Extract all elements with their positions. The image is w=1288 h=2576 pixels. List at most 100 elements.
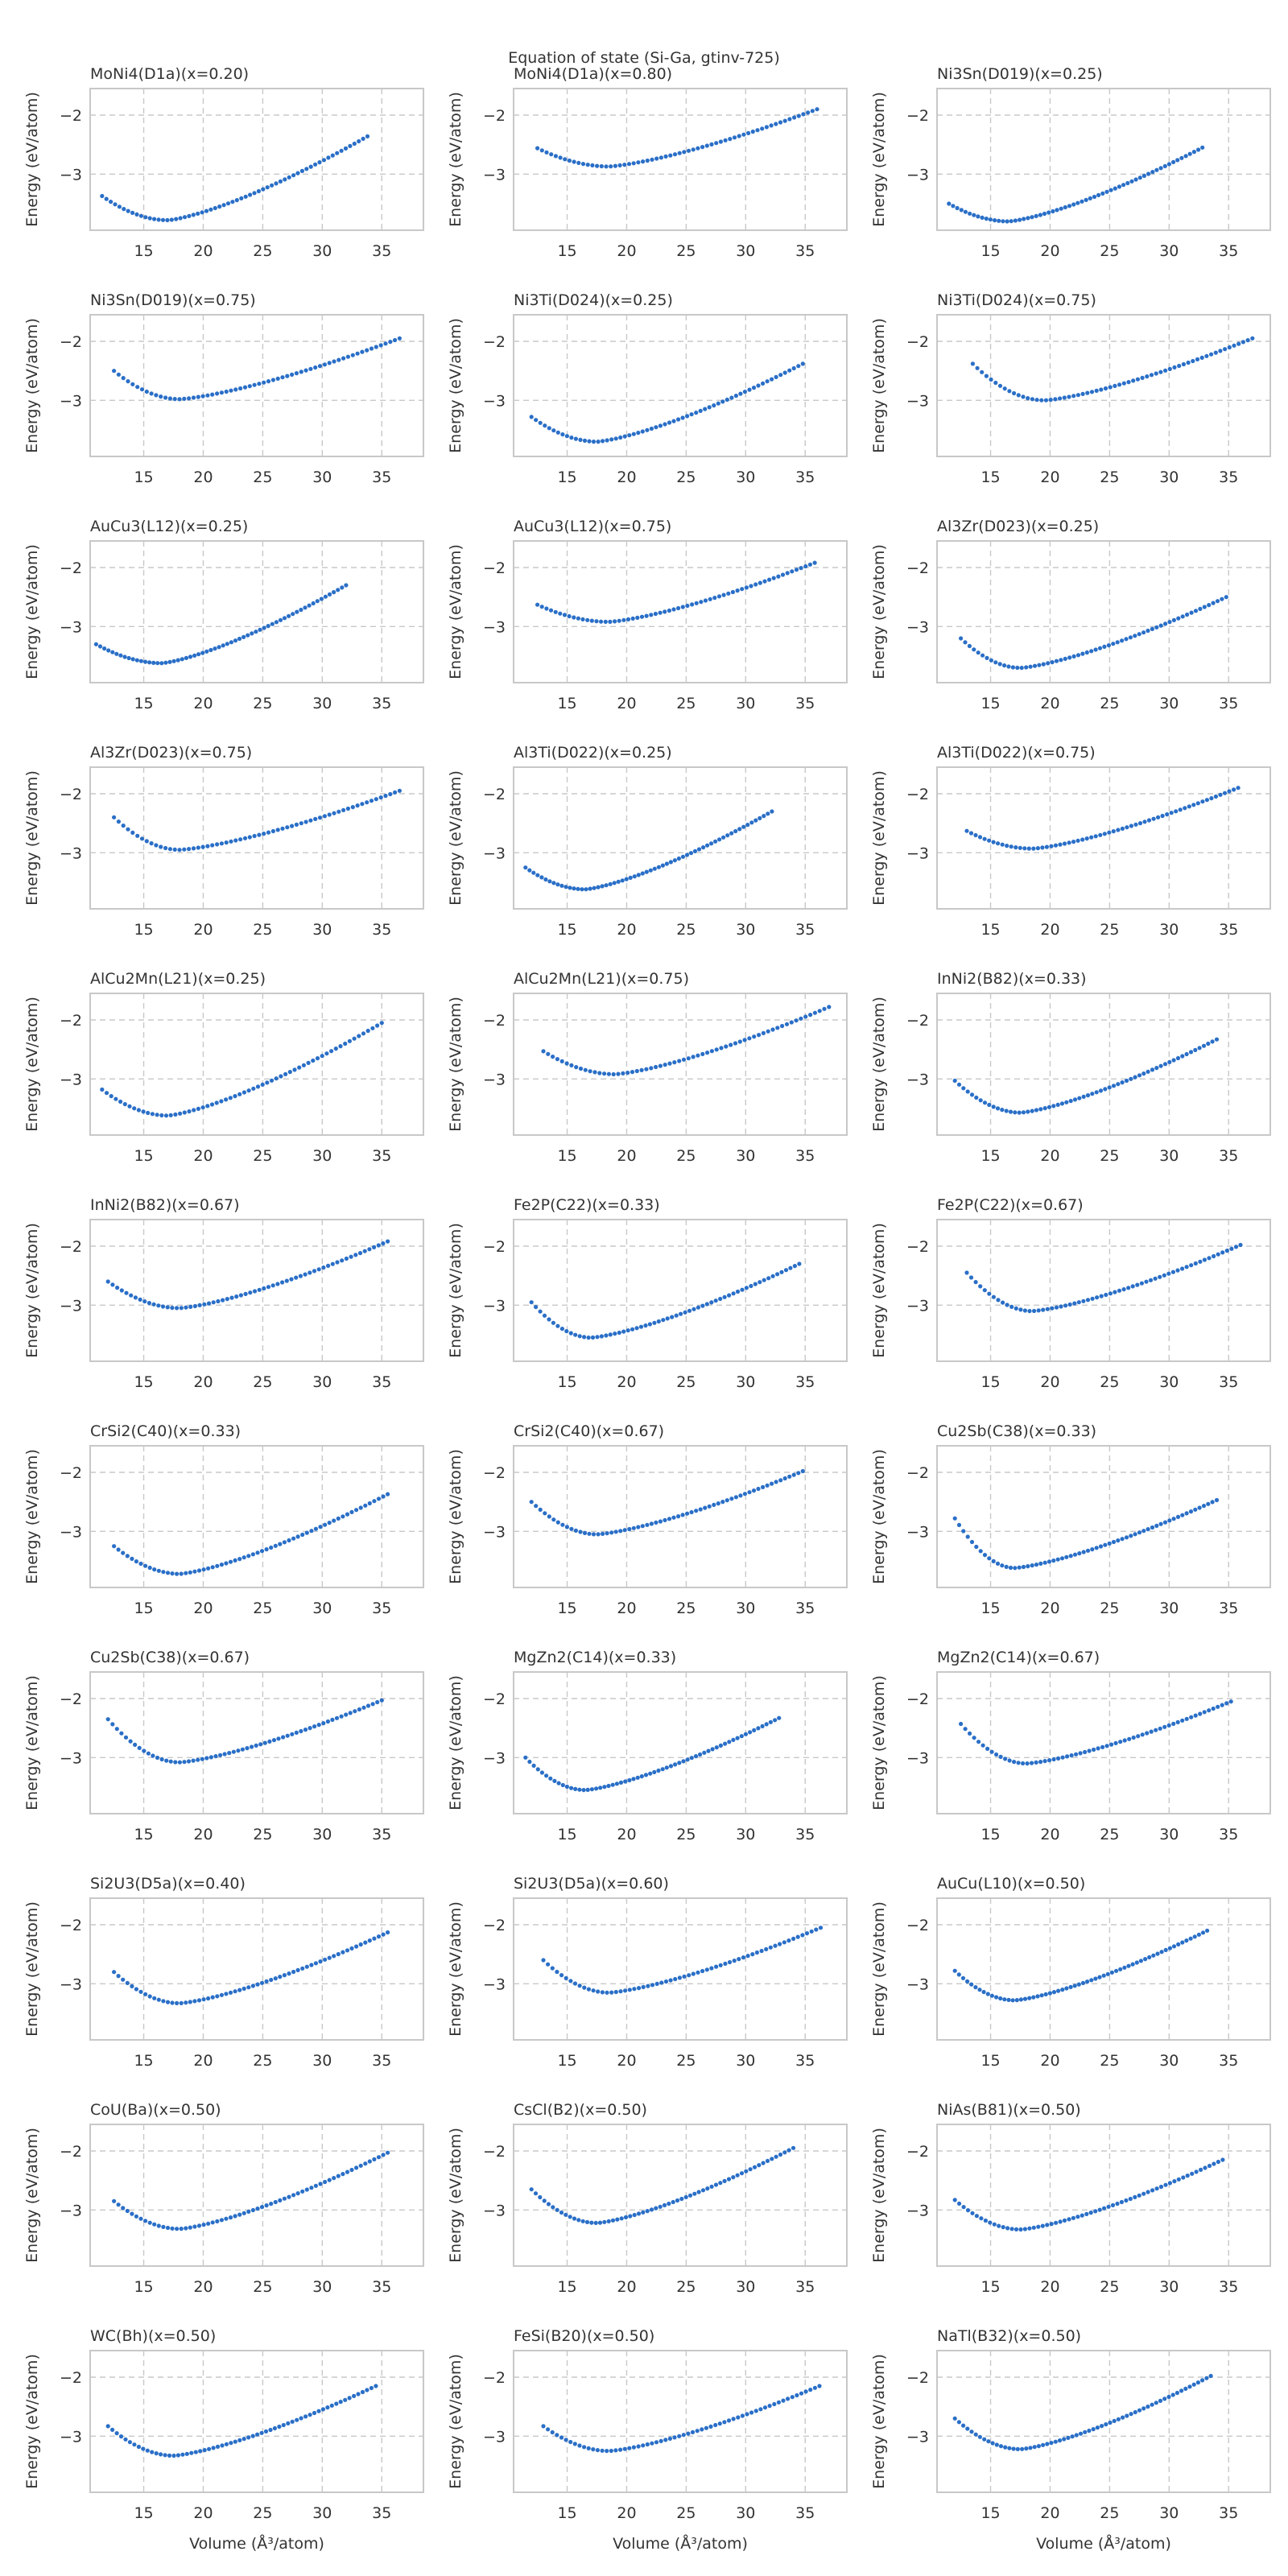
subplot: Ni3Ti(D024)(x=0.25)15 20 25 30 35−2−3Energy … xyxy=(447,291,848,486)
data-point xyxy=(370,1702,375,1707)
data-point xyxy=(142,1299,147,1304)
data-point xyxy=(1056,1756,1061,1761)
data-point xyxy=(365,2388,369,2392)
data-point xyxy=(1094,1546,1099,1550)
data-point xyxy=(1133,2194,1137,2199)
data-point xyxy=(1007,2446,1012,2450)
data-point xyxy=(667,420,672,425)
data-point xyxy=(987,1291,992,1296)
data-point xyxy=(613,1989,618,1995)
data-point xyxy=(137,1745,142,1750)
x-tick-label: 35 xyxy=(1219,469,1238,486)
data-point xyxy=(191,1758,196,1763)
x-tick-label: 15 xyxy=(980,2278,1000,2296)
data-point xyxy=(602,2219,607,2224)
data-point xyxy=(728,137,733,142)
data-point xyxy=(803,564,808,569)
data-point xyxy=(135,833,140,838)
data-point xyxy=(254,630,258,634)
data-point xyxy=(130,657,135,662)
data-point xyxy=(960,1975,966,1980)
data-point xyxy=(701,845,706,850)
data-point xyxy=(592,1070,597,1075)
data-point xyxy=(1027,1309,1032,1314)
data-point xyxy=(978,1284,983,1289)
y-tick-label: −2 xyxy=(906,107,929,125)
data-point xyxy=(951,204,956,208)
data-point xyxy=(1045,2442,1050,2446)
x-tick-label: 20 xyxy=(1040,2278,1059,2296)
data-point xyxy=(207,2446,212,2451)
data-point xyxy=(599,1334,605,1339)
y-tick-label: −2 xyxy=(906,1464,929,1482)
data-point xyxy=(125,2208,130,2214)
data-point xyxy=(262,380,266,385)
data-point xyxy=(980,1743,985,1748)
x-tick-label: 15 xyxy=(980,1147,1000,1165)
data-point xyxy=(952,2198,957,2202)
data-point xyxy=(133,1742,138,1747)
data-point xyxy=(1002,1997,1007,2002)
x-tick-label: 15 xyxy=(557,1600,576,1617)
data-point xyxy=(739,2171,745,2176)
data-point xyxy=(998,1754,1003,1759)
data-point xyxy=(242,2437,246,2442)
data-point xyxy=(956,2420,961,2425)
y-tick-label: −3 xyxy=(60,392,82,410)
data-point xyxy=(683,1310,687,1315)
data-point xyxy=(991,1558,996,1563)
data-point xyxy=(780,572,786,577)
data-point xyxy=(309,2186,314,2190)
data-point xyxy=(315,1056,320,1061)
data-point xyxy=(1020,2446,1025,2451)
x-tick-label: 15 xyxy=(557,2052,576,2070)
x-tick-label: 25 xyxy=(1100,921,1119,939)
data-point xyxy=(1071,654,1076,659)
data-point xyxy=(982,2437,987,2442)
data-point xyxy=(110,1722,115,1727)
data-point xyxy=(1154,2186,1159,2191)
subplot-title: Cu2Sb(C38)(x=0.67) xyxy=(90,1649,250,1666)
data-point xyxy=(1018,845,1022,850)
data-point xyxy=(1202,1257,1207,1262)
data-point xyxy=(1013,2227,1019,2231)
x-tick-label: 30 xyxy=(1159,1373,1179,1391)
data-point xyxy=(703,407,708,411)
data-point xyxy=(634,1326,639,1331)
data-point xyxy=(1085,1548,1091,1553)
data-point xyxy=(119,1731,124,1736)
data-point xyxy=(547,426,551,431)
data-point xyxy=(611,1071,616,1077)
data-point xyxy=(294,1730,299,1735)
data-point xyxy=(375,1699,380,1705)
data-point xyxy=(126,379,130,384)
data-point xyxy=(574,1065,579,1070)
data-point xyxy=(622,163,627,167)
data-point xyxy=(541,2424,546,2429)
data-point xyxy=(1227,345,1232,350)
data-point xyxy=(1216,2159,1220,2165)
data-point xyxy=(1206,1501,1211,1506)
data-point xyxy=(275,1282,280,1286)
data-point xyxy=(535,873,540,877)
data-point xyxy=(383,794,388,799)
x-tick-label: 35 xyxy=(372,1373,391,1391)
data-point xyxy=(1050,660,1055,665)
data-point xyxy=(770,1027,775,1032)
x-tick-label: 35 xyxy=(1219,2278,1238,2296)
data-point xyxy=(529,1300,534,1305)
data-point xyxy=(308,2413,312,2417)
data-point xyxy=(1134,1960,1139,1965)
y-axis-label: Energy (eV/atom) xyxy=(23,2128,41,2263)
x-tick-label: 20 xyxy=(1040,1826,1059,1843)
data-point xyxy=(650,2441,654,2446)
data-point xyxy=(718,2181,723,2186)
y-tick-label: −3 xyxy=(60,2202,82,2219)
data-point xyxy=(582,1335,587,1340)
data-point xyxy=(339,1714,344,1719)
data-point xyxy=(229,1295,234,1300)
x-tick-label: 30 xyxy=(312,2052,332,2070)
subplot-title: MgZn2(C14)(x=0.33) xyxy=(514,1649,676,1666)
data-point xyxy=(1075,2215,1080,2219)
